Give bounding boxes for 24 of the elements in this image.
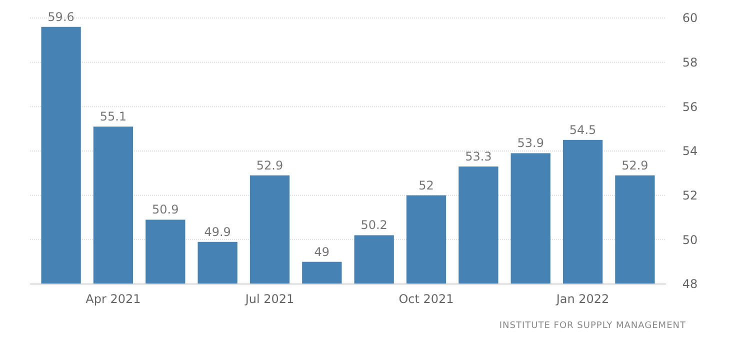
x-tick-label: Oct 2021 bbox=[398, 292, 454, 306]
data-label: 50.9 bbox=[152, 202, 179, 217]
data-label: 52 bbox=[418, 178, 434, 192]
text: INSTITUTE FOR SUPPLY MANAGEMENT bbox=[499, 321, 686, 331]
data-label: 52.9 bbox=[622, 158, 648, 172]
data-label: 50.2 bbox=[360, 218, 388, 232]
y-tick-label: 48 bbox=[682, 277, 698, 292]
y-tick-label: 54 bbox=[682, 144, 698, 158]
x-tick-label: Jul 2021 bbox=[244, 292, 294, 306]
x-tick-label: Apr 2021 bbox=[86, 292, 141, 306]
data-label: 53.9 bbox=[517, 136, 544, 150]
y-tick-label: 60 bbox=[682, 11, 698, 26]
y-tick-label: 56 bbox=[682, 100, 698, 114]
data-label: 59.6 bbox=[48, 10, 74, 24]
data-label: 54.5 bbox=[569, 122, 596, 137]
data-label: 49.9 bbox=[204, 224, 231, 239]
x-tick-label: Jan 2022 bbox=[555, 292, 610, 306]
y-tick-label: 50 bbox=[682, 232, 698, 247]
y-tick-label: 52 bbox=[682, 188, 698, 203]
data-label: 53.3 bbox=[465, 150, 492, 164]
y-tick-label: 58 bbox=[682, 56, 698, 70]
data-label: 49 bbox=[314, 244, 330, 259]
data-label: 52.9 bbox=[256, 158, 284, 172]
data-label: 55.1 bbox=[100, 110, 127, 124]
